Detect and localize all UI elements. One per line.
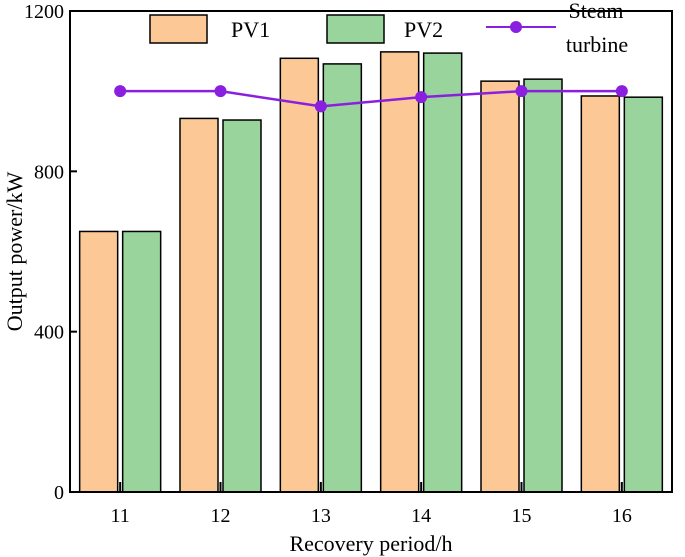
bar-pv2-14 xyxy=(422,52,463,493)
x-tick-label-15: 15 xyxy=(512,505,532,527)
y-tick-label-400: 400 xyxy=(34,322,64,344)
bar-pv2-11 xyxy=(121,230,162,493)
x-tick-label-14: 14 xyxy=(411,505,431,527)
x-tick-label-13: 13 xyxy=(311,505,331,527)
steam-turbine-line xyxy=(120,89,622,108)
legend-label-steam-turbine-line2: turbine xyxy=(566,32,628,57)
x-tick-label-11: 11 xyxy=(111,505,130,527)
x-tick-label-16: 16 xyxy=(612,505,632,527)
legend-label-pv2: PV2 xyxy=(404,17,443,42)
bar-pv2-15 xyxy=(523,78,563,493)
y-tick-label-0: 0 xyxy=(54,482,64,504)
line-layer xyxy=(114,85,628,113)
bar-pv2-12 xyxy=(222,119,262,493)
bar-pv1-14 xyxy=(379,51,420,493)
x-axis-title: Recovery period/h xyxy=(289,531,452,556)
steam-turbine-point-13 xyxy=(314,100,327,113)
steam-turbine-point-16 xyxy=(615,85,628,98)
bar-pv2-13 xyxy=(322,63,363,493)
bars-layer xyxy=(78,51,664,493)
axes-layer xyxy=(69,10,673,493)
legend-label-steam-turbine-line1: Steam xyxy=(569,0,624,23)
x-tick-label-12: 12 xyxy=(211,505,231,527)
steam-turbine-point-12 xyxy=(214,85,227,98)
bar-pv1-15 xyxy=(480,80,520,493)
bar-pv2-16 xyxy=(623,96,664,493)
plot-frame xyxy=(69,10,673,493)
y-tick-label-800: 800 xyxy=(34,161,64,183)
legend-swatch-pv2 xyxy=(326,14,385,44)
y-tick-label-1200: 1200 xyxy=(24,1,64,23)
steam-turbine-point-14 xyxy=(415,91,428,104)
legend: PV1 PV2 Steam turbine xyxy=(149,0,628,57)
bar-pv1-16 xyxy=(580,95,621,493)
y-axis-title: Output power/kW xyxy=(2,172,27,332)
steam-turbine-point-15 xyxy=(515,85,528,98)
bar-pv1-11 xyxy=(78,230,119,493)
legend-label-pv1: PV1 xyxy=(231,17,270,42)
steam-turbine-point-11 xyxy=(114,85,127,98)
bar-pv1-12 xyxy=(179,117,219,493)
legend-marker-steam-turbine xyxy=(510,21,522,33)
ticks-layer: 0 400 800 1200 11 12 13 14 15 16 xyxy=(24,1,632,527)
bar-pv1-13 xyxy=(279,57,320,493)
legend-swatch-pv1 xyxy=(149,14,208,44)
